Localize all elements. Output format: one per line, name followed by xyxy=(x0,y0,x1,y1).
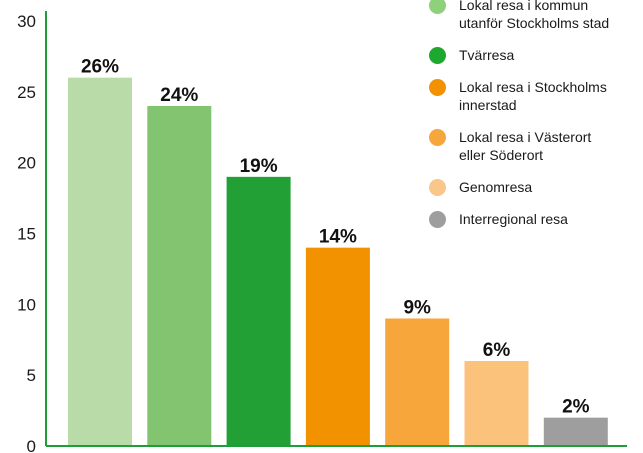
legend-item-2: Tvärresa xyxy=(429,46,643,64)
bars-group xyxy=(68,77,608,446)
legend-item-4: Lokal resa i Västerort eller Söderort xyxy=(429,128,643,164)
bar-value-label-4: 14% xyxy=(319,227,357,248)
bar-7 xyxy=(543,417,608,445)
bar-value-label-7: 2% xyxy=(562,397,590,418)
bar-1 xyxy=(68,77,132,446)
y-axis-ticks: 0 5 10 15 20 25 30 xyxy=(17,12,36,453)
legend-swatch-icon xyxy=(429,79,446,96)
bar-3 xyxy=(226,176,291,446)
legend-item-1: Lokal resa i kommun utanför Stockholms s… xyxy=(429,0,643,32)
bar-2 xyxy=(147,106,212,445)
bar-value-label-6: 6% xyxy=(483,340,511,361)
legend-label: Lokal resa i Stockholms innerstad xyxy=(459,79,607,113)
legend-swatch-icon xyxy=(429,47,446,64)
legend-item-6: Interregional resa xyxy=(429,210,643,228)
legend-item-3: Lokal resa i Stockholms innerstad xyxy=(429,78,643,114)
bar-value-label-2: 24% xyxy=(160,85,198,106)
legend-swatch-icon xyxy=(429,211,446,228)
legend: Lokal resa i kommun utanför Stockholms s… xyxy=(429,0,643,242)
legend-label: Interregional resa xyxy=(459,211,568,227)
bar-labels-group: 26% 24% 19% 14% 9% 6% 2% xyxy=(81,57,590,418)
y-tick-label-20: 20 xyxy=(17,154,36,173)
legend-swatch-icon xyxy=(429,0,446,14)
legend-swatch-icon xyxy=(429,179,446,196)
legend-label: Genomresa xyxy=(459,179,533,195)
bar-value-label-5: 9% xyxy=(403,298,431,319)
y-tick-label-30: 30 xyxy=(17,12,36,31)
bar-4 xyxy=(305,247,370,445)
legend-label: Lokal resa i Västerort eller Söderort xyxy=(459,129,592,163)
y-tick-label-15: 15 xyxy=(17,225,36,244)
legend-label: Tvärresa xyxy=(459,47,515,63)
y-tick-label-25: 25 xyxy=(17,83,36,102)
legend-item-5: Genomresa xyxy=(429,178,643,196)
legend-swatch-icon xyxy=(429,129,446,146)
y-tick-label-10: 10 xyxy=(17,295,36,314)
bar-6 xyxy=(464,361,529,445)
bar-5 xyxy=(385,318,450,445)
y-tick-label-5: 5 xyxy=(27,366,36,385)
y-tick-label-0: 0 xyxy=(27,437,36,453)
legend-label: Lokal resa i kommun utanför Stockholms s… xyxy=(459,0,610,31)
bar-value-label-3: 19% xyxy=(240,156,278,177)
bar-value-label-1: 26% xyxy=(81,57,119,78)
